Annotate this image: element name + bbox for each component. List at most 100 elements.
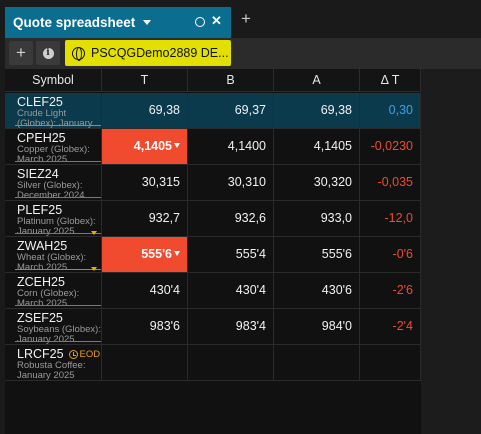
symbol-text: CPEH25 [17, 131, 66, 145]
value-a: 4,1405 [313, 139, 352, 153]
symbol-code: ZCEH25 [17, 276, 101, 289]
value-b: 69,37 [234, 103, 266, 117]
value-t: 983'6 [149, 319, 180, 333]
cell-b[interactable]: 430'4 [188, 273, 274, 308]
value-t: 69,38 [148, 103, 180, 117]
cell-b[interactable]: 4,1400 [188, 129, 274, 164]
tab-quote-spreadsheet[interactable]: Quote spreadsheet ✕ [5, 7, 231, 38]
value-t: 30,315 [141, 175, 180, 189]
cell-b[interactable]: 30,310 [188, 165, 274, 200]
cell-t[interactable] [102, 345, 188, 380]
column-header-b[interactable]: B [188, 69, 274, 92]
symbol-cell[interactable]: PLEF25 Platinum (Globex): January 2025 [5, 201, 102, 236]
add-tab-icon[interactable]: + [241, 9, 251, 28]
symbol-description: March 2025 [17, 262, 68, 273]
symbol-description: Platinum (Globex): [17, 216, 96, 227]
symbol-description: Crude Light [17, 108, 67, 119]
cell-t[interactable]: 30,315 [102, 165, 188, 200]
symbol-cell[interactable]: ZSEF25 Soybeans (Globex): January 2025 [5, 309, 102, 344]
value-a: 30,320 [313, 175, 352, 189]
table-row[interactable]: LRCF25 EOD Robusta Coffee: January 2025 [5, 345, 421, 381]
cell-a[interactable]: 555'6 [274, 237, 360, 272]
cell-b[interactable] [188, 345, 274, 380]
cell-dt[interactable]: -0,035 [360, 165, 421, 200]
symbol-cell[interactable]: CPEH25 Copper (Globex): March 2025 [5, 129, 102, 164]
down-arrow-icon [174, 143, 180, 149]
symbol-text: ZCEH25 [17, 275, 65, 289]
symbol-cell[interactable]: SIEZ24 Silver (Globex): December 2024 [5, 165, 102, 200]
value-b: 983'4 [235, 319, 266, 333]
cell-dt[interactable]: -12,0 [360, 201, 421, 236]
cell-b[interactable]: 932,6 [188, 201, 274, 236]
symbol-description: December 2024 [17, 190, 85, 201]
column-header-t[interactable]: T [102, 69, 188, 92]
symbol-description: January 2025 [17, 370, 75, 380]
table-row[interactable]: CLEF25 Crude Light (Globex): January... 69,… [5, 93, 421, 129]
symbol-description: (Globex): January... [17, 118, 100, 129]
table-row[interactable]: CPEH25 Copper (Globex): March 2025 4,1405 4,… [5, 129, 421, 165]
value-a: 984'0 [321, 319, 352, 333]
column-header-a[interactable]: A [274, 69, 360, 92]
value-b: 555'4 [235, 247, 266, 261]
table-row[interactable]: PLEF25 Platinum (Globex): January 2025 932,… [5, 201, 421, 237]
table-row[interactable]: ZCEH25 Corn (Globex): March 2025 430'4 430'4… [5, 273, 421, 309]
value-dt: -0'6 [392, 247, 413, 261]
account-selector[interactable]: PSCQGDemo2889 DE... [65, 40, 231, 66]
column-header-symbol[interactable]: Symbol [5, 69, 102, 92]
cell-b[interactable]: 983'4 [188, 309, 274, 344]
symbol-cell[interactable]: LRCF25 EOD Robusta Coffee: January 2025 [5, 345, 102, 380]
cell-a[interactable]: 69,38 [274, 93, 360, 128]
cell-dt[interactable]: -0,0230 [360, 129, 421, 164]
cell-dt[interactable]: 0,30 [360, 93, 421, 128]
symbol-code: ZWAH25 [17, 240, 101, 253]
cell-a[interactable]: 4,1405 [274, 129, 360, 164]
symbol-cell[interactable]: ZCEH25 Corn (Globex): March 2025 [5, 273, 102, 308]
marker-triangle-icon [91, 231, 97, 235]
grid-empty-area [421, 69, 481, 434]
cell-a[interactable]: 933,0 [274, 201, 360, 236]
quote-grid: Symbol T B A Δ T CLEF25 Crude Light (Globe… [5, 69, 421, 434]
symbol-code: PLEF25 [17, 204, 101, 217]
value-b: 4,1400 [227, 139, 266, 153]
symbol-cell[interactable]: CLEF25 Crude Light (Globex): January... [5, 93, 102, 128]
value-b: 430'4 [235, 283, 266, 297]
value-t: 555'6 [141, 247, 172, 261]
symbol-description: Wheat (Globex): [17, 252, 87, 263]
info-button[interactable]: i [36, 41, 60, 65]
add-symbol-button[interactable]: + [9, 41, 33, 65]
cell-a[interactable]: 30,320 [274, 165, 360, 200]
tab-menu-chevron-icon[interactable] [143, 20, 152, 25]
cell-a[interactable]: 430'6 [274, 273, 360, 308]
cell-a[interactable] [274, 345, 360, 380]
cell-dt[interactable]: -2'6 [360, 273, 421, 308]
tab-close-icon[interactable]: ✕ [211, 13, 222, 28]
table-row[interactable]: ZSEF25 Soybeans (Globex): January 2025 983'… [5, 309, 421, 345]
clock-icon [68, 350, 78, 360]
column-header-delta-t[interactable]: Δ T [360, 69, 421, 92]
cell-dt[interactable]: -0'6 [360, 237, 421, 272]
value-dt: -12,0 [384, 211, 414, 225]
cell-t[interactable]: 555'6 [102, 237, 188, 272]
cell-t[interactable]: 430'4 [102, 273, 188, 308]
cell-t[interactable]: 69,38 [102, 93, 188, 128]
price-marker-line [15, 197, 101, 198]
table-row[interactable]: SIEZ24 Silver (Globex): December 2024 30,31… [5, 165, 421, 201]
cell-a[interactable]: 984'0 [274, 309, 360, 344]
cell-t[interactable]: 932,7 [102, 201, 188, 236]
symbol-code: SIEZ24 [17, 168, 101, 181]
cell-dt[interactable]: -2'4 [360, 309, 421, 344]
cell-b[interactable]: 69,37 [188, 93, 274, 128]
symbol-cell[interactable]: ZWAH25 Wheat (Globex): March 2025 [5, 237, 102, 272]
cell-t[interactable]: 983'6 [102, 309, 188, 344]
cell-t[interactable]: 4,1405 [102, 129, 188, 164]
symbol-text: ZWAH25 [17, 239, 68, 253]
tab-status-circle-icon[interactable] [195, 17, 205, 27]
cell-dt[interactable] [360, 345, 421, 380]
info-icon: i [42, 47, 54, 59]
symbol-text: CLEF25 [17, 95, 63, 109]
cell-b[interactable]: 555'4 [188, 237, 274, 272]
table-row[interactable]: ZWAH25 Wheat (Globex): March 2025 555'6 555'… [5, 237, 421, 273]
symbol-description: Soybeans (Globex): [17, 324, 101, 335]
value-dt: -0,0230 [370, 139, 413, 153]
value-a: 430'6 [321, 283, 352, 297]
